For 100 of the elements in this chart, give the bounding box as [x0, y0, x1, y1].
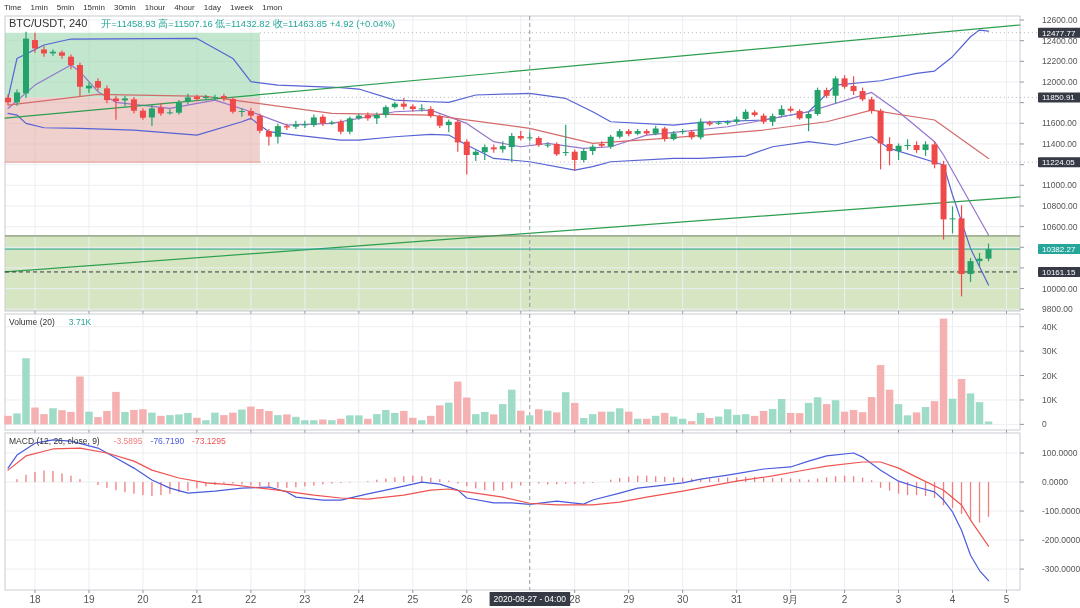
y-tick-label: 11400.00	[1042, 138, 1078, 149]
bar	[274, 415, 282, 425]
x-tick-label: 28	[569, 594, 581, 605]
bar	[948, 398, 957, 425]
y-tick-label: 10K	[1042, 394, 1058, 405]
y-tick-label: 12600.00	[1042, 15, 1078, 26]
text: 30min	[113, 3, 136, 12]
annotation: 3.71K	[68, 317, 92, 327]
ref-line-label: 10382.27	[1042, 245, 1076, 255]
ref-line-label: 2020-08-27 - 04:00	[493, 594, 567, 604]
candlestick	[886, 137, 893, 166]
bar	[768, 409, 777, 425]
candlestick	[247, 108, 254, 120]
bar	[822, 404, 831, 425]
candlestick	[805, 111, 812, 132]
bar	[4, 415, 12, 425]
candlestick	[265, 128, 272, 146]
x-tick-label: 2	[841, 594, 848, 605]
annotation: -3.5895	[113, 436, 143, 446]
chart-title: Volume (20)	[9, 317, 55, 327]
y-tick-label: -300.0000	[1042, 564, 1080, 575]
candlestick	[724, 120, 731, 125]
bar	[561, 392, 570, 425]
candlestick	[562, 124, 569, 156]
candlestick	[832, 76, 839, 104]
candlestick	[904, 139, 911, 150]
y-tick-label: -200.0000	[1042, 535, 1080, 546]
bar	[795, 413, 804, 425]
bar	[930, 401, 939, 425]
y-tick-label: 100.0000	[1042, 448, 1078, 459]
y-tick-label: 12400.00	[1042, 35, 1078, 46]
bar	[777, 398, 786, 425]
annotation: 11850.91	[1042, 93, 1076, 103]
x-tick-label: 31	[731, 594, 743, 605]
x-tick-label: 23	[299, 594, 311, 605]
bar	[867, 397, 876, 425]
candlestick	[967, 258, 974, 282]
y-tick-label: 10800.00	[1042, 200, 1078, 211]
bar	[615, 408, 624, 425]
x-tick-label: 29	[623, 594, 635, 605]
y-tick-label: 30K	[1042, 346, 1058, 357]
bar	[975, 402, 984, 425]
text: 1day	[203, 3, 222, 12]
candlestick	[418, 104, 425, 112]
y-tick-label: 12200.00	[1042, 56, 1078, 67]
candlestick	[949, 206, 956, 234]
candlestick	[697, 118, 704, 140]
line-series	[7, 93, 990, 160]
text: Time	[4, 3, 23, 12]
bar	[903, 415, 912, 425]
bar	[121, 411, 129, 425]
text: 5min	[56, 3, 75, 12]
bar	[696, 412, 705, 425]
text: 1min	[30, 3, 48, 12]
x-tick-label: 21	[191, 594, 203, 605]
y-tick-label: 0	[1042, 419, 1047, 430]
chart-title: BTC/USDT, 240	[9, 17, 88, 29]
candlestick	[112, 95, 119, 120]
x-tick-label: 18	[29, 594, 41, 605]
bar	[525, 415, 534, 425]
bar	[364, 418, 372, 425]
candlestick	[121, 95, 128, 107]
x-tick-label: 20	[137, 594, 149, 605]
chart-subtitle: 开=11458.93 高=11507.16 低=11432.82 收=11463.85 +4.92 (+0.04%)	[101, 18, 396, 29]
y-tick-label: 11600.00	[1042, 118, 1078, 129]
y-tick-label: 9800.00	[1042, 304, 1073, 315]
annotation: 11224.05	[1042, 158, 1076, 168]
annotation: -76.7190	[150, 436, 185, 446]
line-series	[7, 439, 990, 582]
bar	[490, 414, 498, 425]
x-tick-label: 30	[677, 594, 689, 605]
ref-line-label: 10161.15	[1042, 267, 1076, 277]
bar	[759, 410, 768, 425]
bar	[966, 393, 975, 425]
bar	[912, 412, 921, 425]
bar	[957, 378, 966, 425]
bar	[849, 409, 858, 425]
candlestick	[148, 105, 155, 126]
annotation: -73.1295	[192, 436, 226, 446]
bar	[858, 412, 867, 425]
bar	[939, 318, 948, 425]
candlestick	[454, 119, 461, 152]
bar	[894, 404, 903, 425]
text: 1hour	[144, 3, 166, 12]
candlestick	[166, 109, 173, 115]
y-tick-label: 40K	[1042, 321, 1058, 332]
x-tick-label: 19	[83, 594, 95, 605]
annotation: 12477.77	[1042, 28, 1076, 38]
bar	[337, 418, 345, 425]
bar	[319, 419, 327, 425]
x-tick-label: 4	[949, 594, 956, 605]
y-tick-label: 11000.00	[1042, 180, 1078, 191]
y-tick-label: 20K	[1042, 370, 1058, 381]
y-tick-label: 10000.00	[1042, 283, 1078, 294]
x-tick-label: 9月	[782, 594, 799, 605]
bar	[238, 409, 246, 425]
bar	[534, 409, 543, 425]
bar	[49, 408, 57, 425]
bar	[876, 365, 885, 425]
bar	[885, 389, 894, 425]
